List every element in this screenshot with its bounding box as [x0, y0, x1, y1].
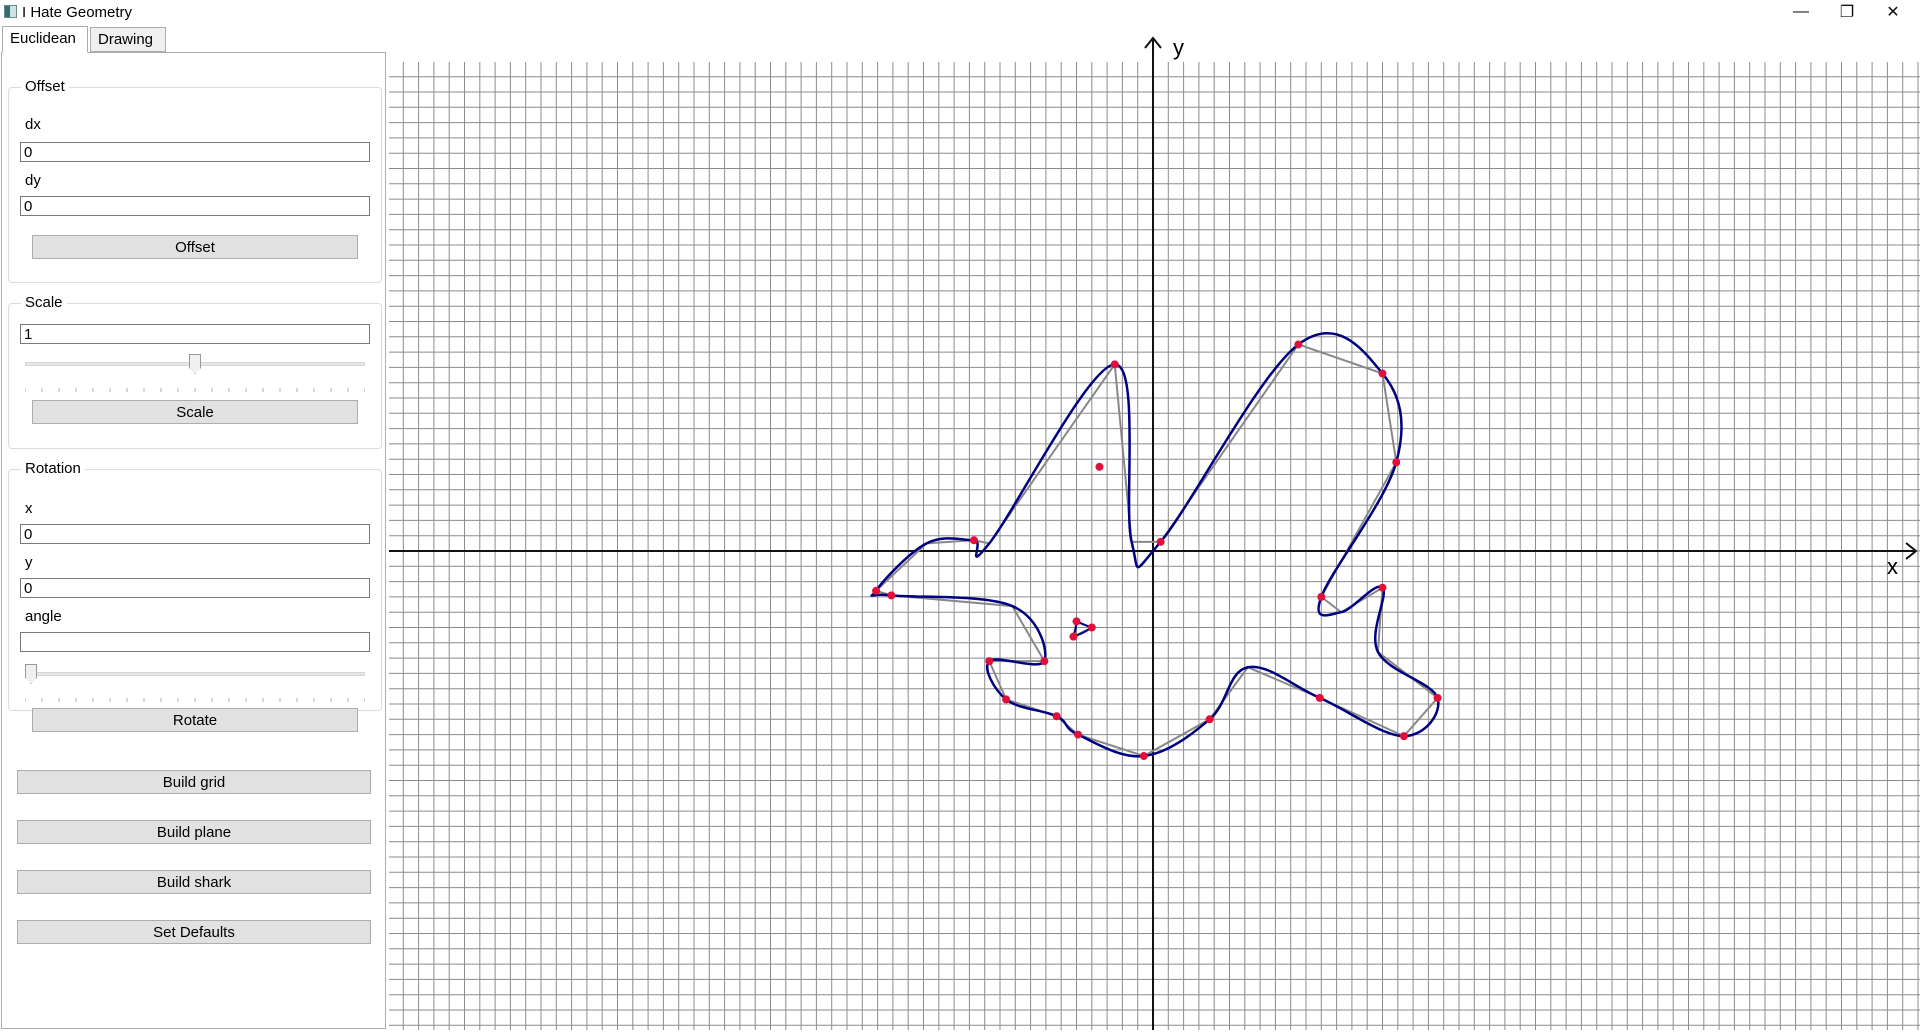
- build-grid-button[interactable]: Build grid: [17, 770, 371, 794]
- offset-group: Offset dx dy Offset: [8, 78, 382, 283]
- grid: [389, 62, 1920, 1030]
- angle-slider-track[interactable]: [25, 672, 365, 676]
- control-point: [872, 586, 881, 595]
- control-point: [1392, 458, 1401, 467]
- control-points-layer: [872, 340, 1442, 761]
- control-point: [1315, 693, 1324, 702]
- control-point: [1378, 583, 1387, 592]
- control-point: [1294, 340, 1303, 349]
- offset-button[interactable]: Offset: [32, 235, 358, 259]
- rotation-y-label: y: [25, 554, 33, 571]
- angle-slider-thumb[interactable]: [25, 664, 37, 684]
- curve-layer: [870, 331, 1440, 758]
- scale-slider-ticks: [24, 380, 366, 392]
- control-point: [1095, 462, 1104, 471]
- control-polygon: [874, 343, 1440, 758]
- control-point: [1052, 712, 1061, 721]
- control-point: [1069, 632, 1078, 641]
- control-point: [1139, 752, 1148, 761]
- rotation-x-input[interactable]: [20, 524, 370, 544]
- rotation-x-label: x: [25, 500, 33, 517]
- dy-label: dy: [25, 172, 41, 189]
- rotate-button[interactable]: Rotate: [32, 708, 358, 732]
- small-curve: [1071, 620, 1095, 639]
- y-axis-label: y: [1173, 35, 1184, 60]
- control-point: [1399, 732, 1408, 741]
- build-shark-button[interactable]: Build shark: [17, 870, 371, 894]
- dx-label: dx: [25, 116, 41, 133]
- scale-group-title: Scale: [21, 294, 67, 311]
- scale-input[interactable]: [20, 324, 370, 344]
- rotation-y-input[interactable]: [20, 578, 370, 598]
- angle-label: angle: [25, 608, 62, 625]
- y-axis-arrow: [1144, 36, 1162, 49]
- rotation-group: Rotation x y angle Rotate: [8, 460, 382, 732]
- build-plane-button[interactable]: Build plane: [17, 820, 371, 844]
- control-point: [1110, 360, 1119, 369]
- close-button[interactable]: ✕: [1886, 4, 1900, 21]
- angle-input[interactable]: [20, 632, 370, 652]
- control-point: [969, 536, 978, 545]
- angle-slider-ticks: [24, 690, 366, 702]
- scale-button[interactable]: Scale: [32, 400, 358, 424]
- scale-slider-thumb[interactable]: [189, 354, 201, 374]
- control-point: [1074, 730, 1083, 739]
- dx-input[interactable]: [20, 142, 370, 162]
- control-point: [1378, 369, 1387, 378]
- control-point: [1205, 715, 1214, 724]
- rotation-group-title: Rotation: [21, 460, 85, 477]
- control-point: [887, 591, 896, 600]
- control-point: [1040, 657, 1049, 666]
- control-point: [1156, 537, 1165, 546]
- minimize-button[interactable]: —: [1793, 3, 1809, 20]
- control-point: [1087, 623, 1096, 632]
- control-point: [1072, 617, 1081, 626]
- app-icon: [4, 5, 17, 18]
- window-title: I Hate Geometry: [22, 4, 133, 21]
- control-point: [1317, 592, 1326, 601]
- scale-group: Scale Scale: [8, 294, 382, 449]
- set-defaults-button[interactable]: Set Defaults: [17, 920, 371, 944]
- x-axis-label: x: [1887, 554, 1898, 579]
- tab-drawing[interactable]: Drawing: [90, 27, 166, 52]
- control-point: [1002, 695, 1011, 704]
- offset-group-title: Offset: [21, 78, 69, 95]
- dy-input[interactable]: [20, 196, 370, 216]
- control-point: [1433, 693, 1442, 702]
- plot-svg[interactable]: xy: [386, 24, 1920, 1030]
- tab-euclidean[interactable]: Euclidean: [2, 26, 88, 53]
- maximize-button[interactable]: ❐: [1839, 4, 1855, 21]
- x-axis-arrow: [1905, 542, 1918, 560]
- spline-curve: [870, 331, 1440, 758]
- euclidean-panel: Offset dx dy Offset Scale Scale Rotation…: [1, 52, 386, 1029]
- control-point: [985, 657, 994, 666]
- title-bar: I Hate Geometry — ❐ ✕: [0, 0, 1920, 24]
